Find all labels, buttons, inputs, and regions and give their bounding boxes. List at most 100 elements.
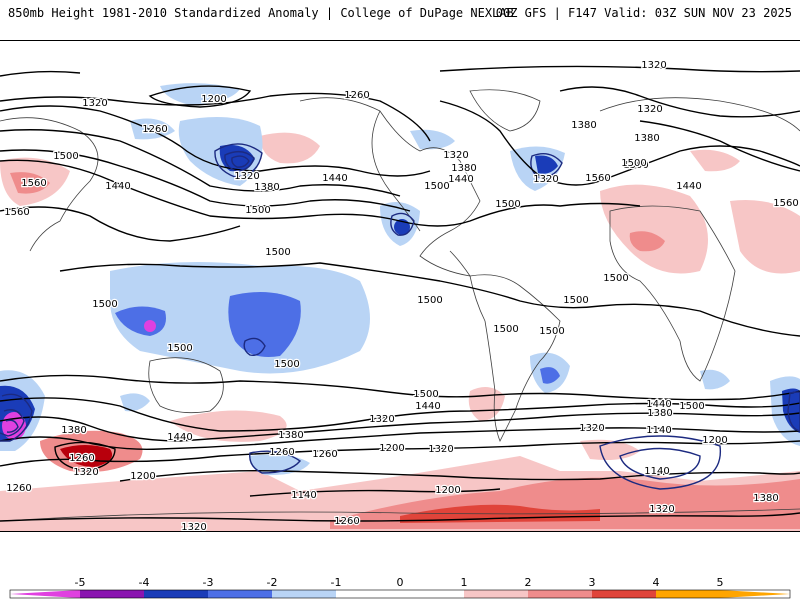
coastlines <box>0 89 800 522</box>
contour-1440-pacific <box>0 149 411 212</box>
contour-label: 1500 <box>92 299 117 310</box>
anomaly-positive-middle-east <box>730 200 800 274</box>
contour-label: 1380 <box>753 493 778 504</box>
contour-label: 1320 <box>181 522 206 531</box>
colorbar-tick-label: -5 <box>74 576 86 589</box>
anomaly-negative-argentina-core <box>540 367 560 384</box>
contour-label: 1500 <box>265 247 290 258</box>
colorbar-tick-label: 4 <box>652 576 660 589</box>
contour-west-pacific-low <box>243 337 266 356</box>
contour-label: 1380 <box>634 133 659 144</box>
contour-label: 1560 <box>773 198 798 209</box>
colorbar-tick-label: -4 <box>138 576 150 589</box>
contour-1380-southern <box>0 412 800 442</box>
contour-label: 1200 <box>130 471 155 482</box>
contour-label: 1500 <box>495 199 520 210</box>
colorbar-segment-pos0 <box>400 590 464 598</box>
contour-label: 1320 <box>234 171 259 182</box>
contour-label: 1320 <box>428 444 453 455</box>
colorbar-arrow-left <box>10 590 80 598</box>
colorbar-segments <box>9 589 791 599</box>
contour-label: 1320 <box>641 60 666 71</box>
anomaly-negative-southeast-atlantic-strong <box>782 388 800 433</box>
anomaly-negative-southern-pacific <box>249 454 310 476</box>
anomaly-positive-south-pacific <box>170 410 287 442</box>
contour-south-pacific-low <box>249 450 302 474</box>
coastline-antarctica <box>0 508 800 522</box>
contour-indian-high-ring <box>54 441 116 472</box>
coastline-eurasia <box>0 97 800 252</box>
colorbar-segment-neg3 <box>208 590 272 598</box>
contour-southwest-indian-low-ring-1 <box>0 393 33 442</box>
coastline-africa <box>609 205 736 382</box>
colorbar-tick-label: 0 <box>396 576 404 589</box>
contour-1440-southern <box>0 397 800 432</box>
anomaly-negative-australia-south <box>120 393 150 412</box>
colorbar-tick-label: -2 <box>266 576 278 589</box>
anomaly-shading <box>0 83 800 531</box>
contour-label: 1320 <box>82 98 107 109</box>
colorbar-tick-label: 5 <box>716 576 724 589</box>
contour-1380-pacific <box>0 129 401 197</box>
anomaly-negative-labrador-core <box>535 155 558 174</box>
contour-southwest-indian-low-ring-3 <box>5 419 19 433</box>
anomaly-negative-north-pacific <box>130 118 175 140</box>
contour-label: 1560 <box>585 173 610 184</box>
contour-label: 1440 <box>415 401 440 412</box>
contour-1140-southern <box>249 488 501 497</box>
contour-aleutian-low-ring-1 <box>214 143 263 178</box>
anomaly-positive-south-america <box>468 387 505 421</box>
colorbar-segment-pos3 <box>592 590 656 598</box>
contour-label: 1500 <box>274 359 299 370</box>
contour-label: 1320 <box>579 423 604 434</box>
contour-label: 1260 <box>142 124 167 135</box>
contour-1260-pacific <box>0 92 431 142</box>
contour-label: 1500 <box>53 151 78 162</box>
contour-label: 1200 <box>379 443 404 454</box>
contour-label: 1440 <box>105 181 130 192</box>
contour-label: 1260 <box>69 453 94 464</box>
colorbar-segment-pos4 <box>656 590 720 598</box>
colorbar-outline <box>9 589 791 599</box>
coastline-australia <box>148 357 224 414</box>
colorbar-segment-neg4 <box>144 590 208 598</box>
contour-label: 1440 <box>676 181 701 192</box>
coastline-south-america <box>469 274 561 442</box>
colorbar-segment-neg5 <box>80 590 144 598</box>
contour-label: 1260 <box>334 516 359 527</box>
contour-label: 1500 <box>245 205 270 216</box>
contour-labrador-low-ring <box>530 153 563 178</box>
anomaly-positive-siberia-core <box>10 172 50 194</box>
contour-label: 1500 <box>413 389 438 400</box>
contour-label: 1140 <box>644 466 669 477</box>
contour-label: 1140 <box>291 490 316 501</box>
colorbar-tick-label: -3 <box>202 576 214 589</box>
contour-label: 1140 <box>646 425 671 436</box>
contour-label: 1320 <box>369 414 394 425</box>
anomaly-colorbar <box>9 589 791 599</box>
contour-label: 1200 <box>201 94 226 105</box>
contour-label: 1320 <box>533 174 558 185</box>
anomaly-negative-south-atlantic <box>700 369 730 390</box>
coastline-north-america <box>299 97 481 277</box>
contour-label: 1500 <box>563 295 588 306</box>
contour-labels: 1320120013201260126015001320138014401500… <box>3 59 800 531</box>
contour-label: 1500 <box>621 158 646 169</box>
anomaly-positive-alaska <box>260 132 320 164</box>
contour-label: 1500 <box>424 181 449 192</box>
contour-1500-tropics <box>59 262 800 337</box>
contour-southwest-indian-low-ring-2 <box>0 409 25 437</box>
contour-label: 1260 <box>312 449 337 460</box>
contour-label: 1380 <box>451 163 476 174</box>
contour-label: 1380 <box>571 120 596 131</box>
contour-label: 1440 <box>322 173 347 184</box>
contour-label: 1560 <box>4 207 29 218</box>
contour-1200-southern <box>119 470 800 482</box>
contour-label: 1500 <box>603 273 628 284</box>
contour-label: 1500 <box>623 160 648 171</box>
contour-label: 1200 <box>435 485 460 496</box>
anomaly-negative-maritime-core <box>144 320 156 332</box>
colorbar-segment-pos1 <box>464 590 528 598</box>
model-valid-time: 00Z GFS | F147 Valid: 03Z SUN NOV 23 202… <box>495 6 792 20</box>
contour-1440-eurasia <box>639 120 800 172</box>
